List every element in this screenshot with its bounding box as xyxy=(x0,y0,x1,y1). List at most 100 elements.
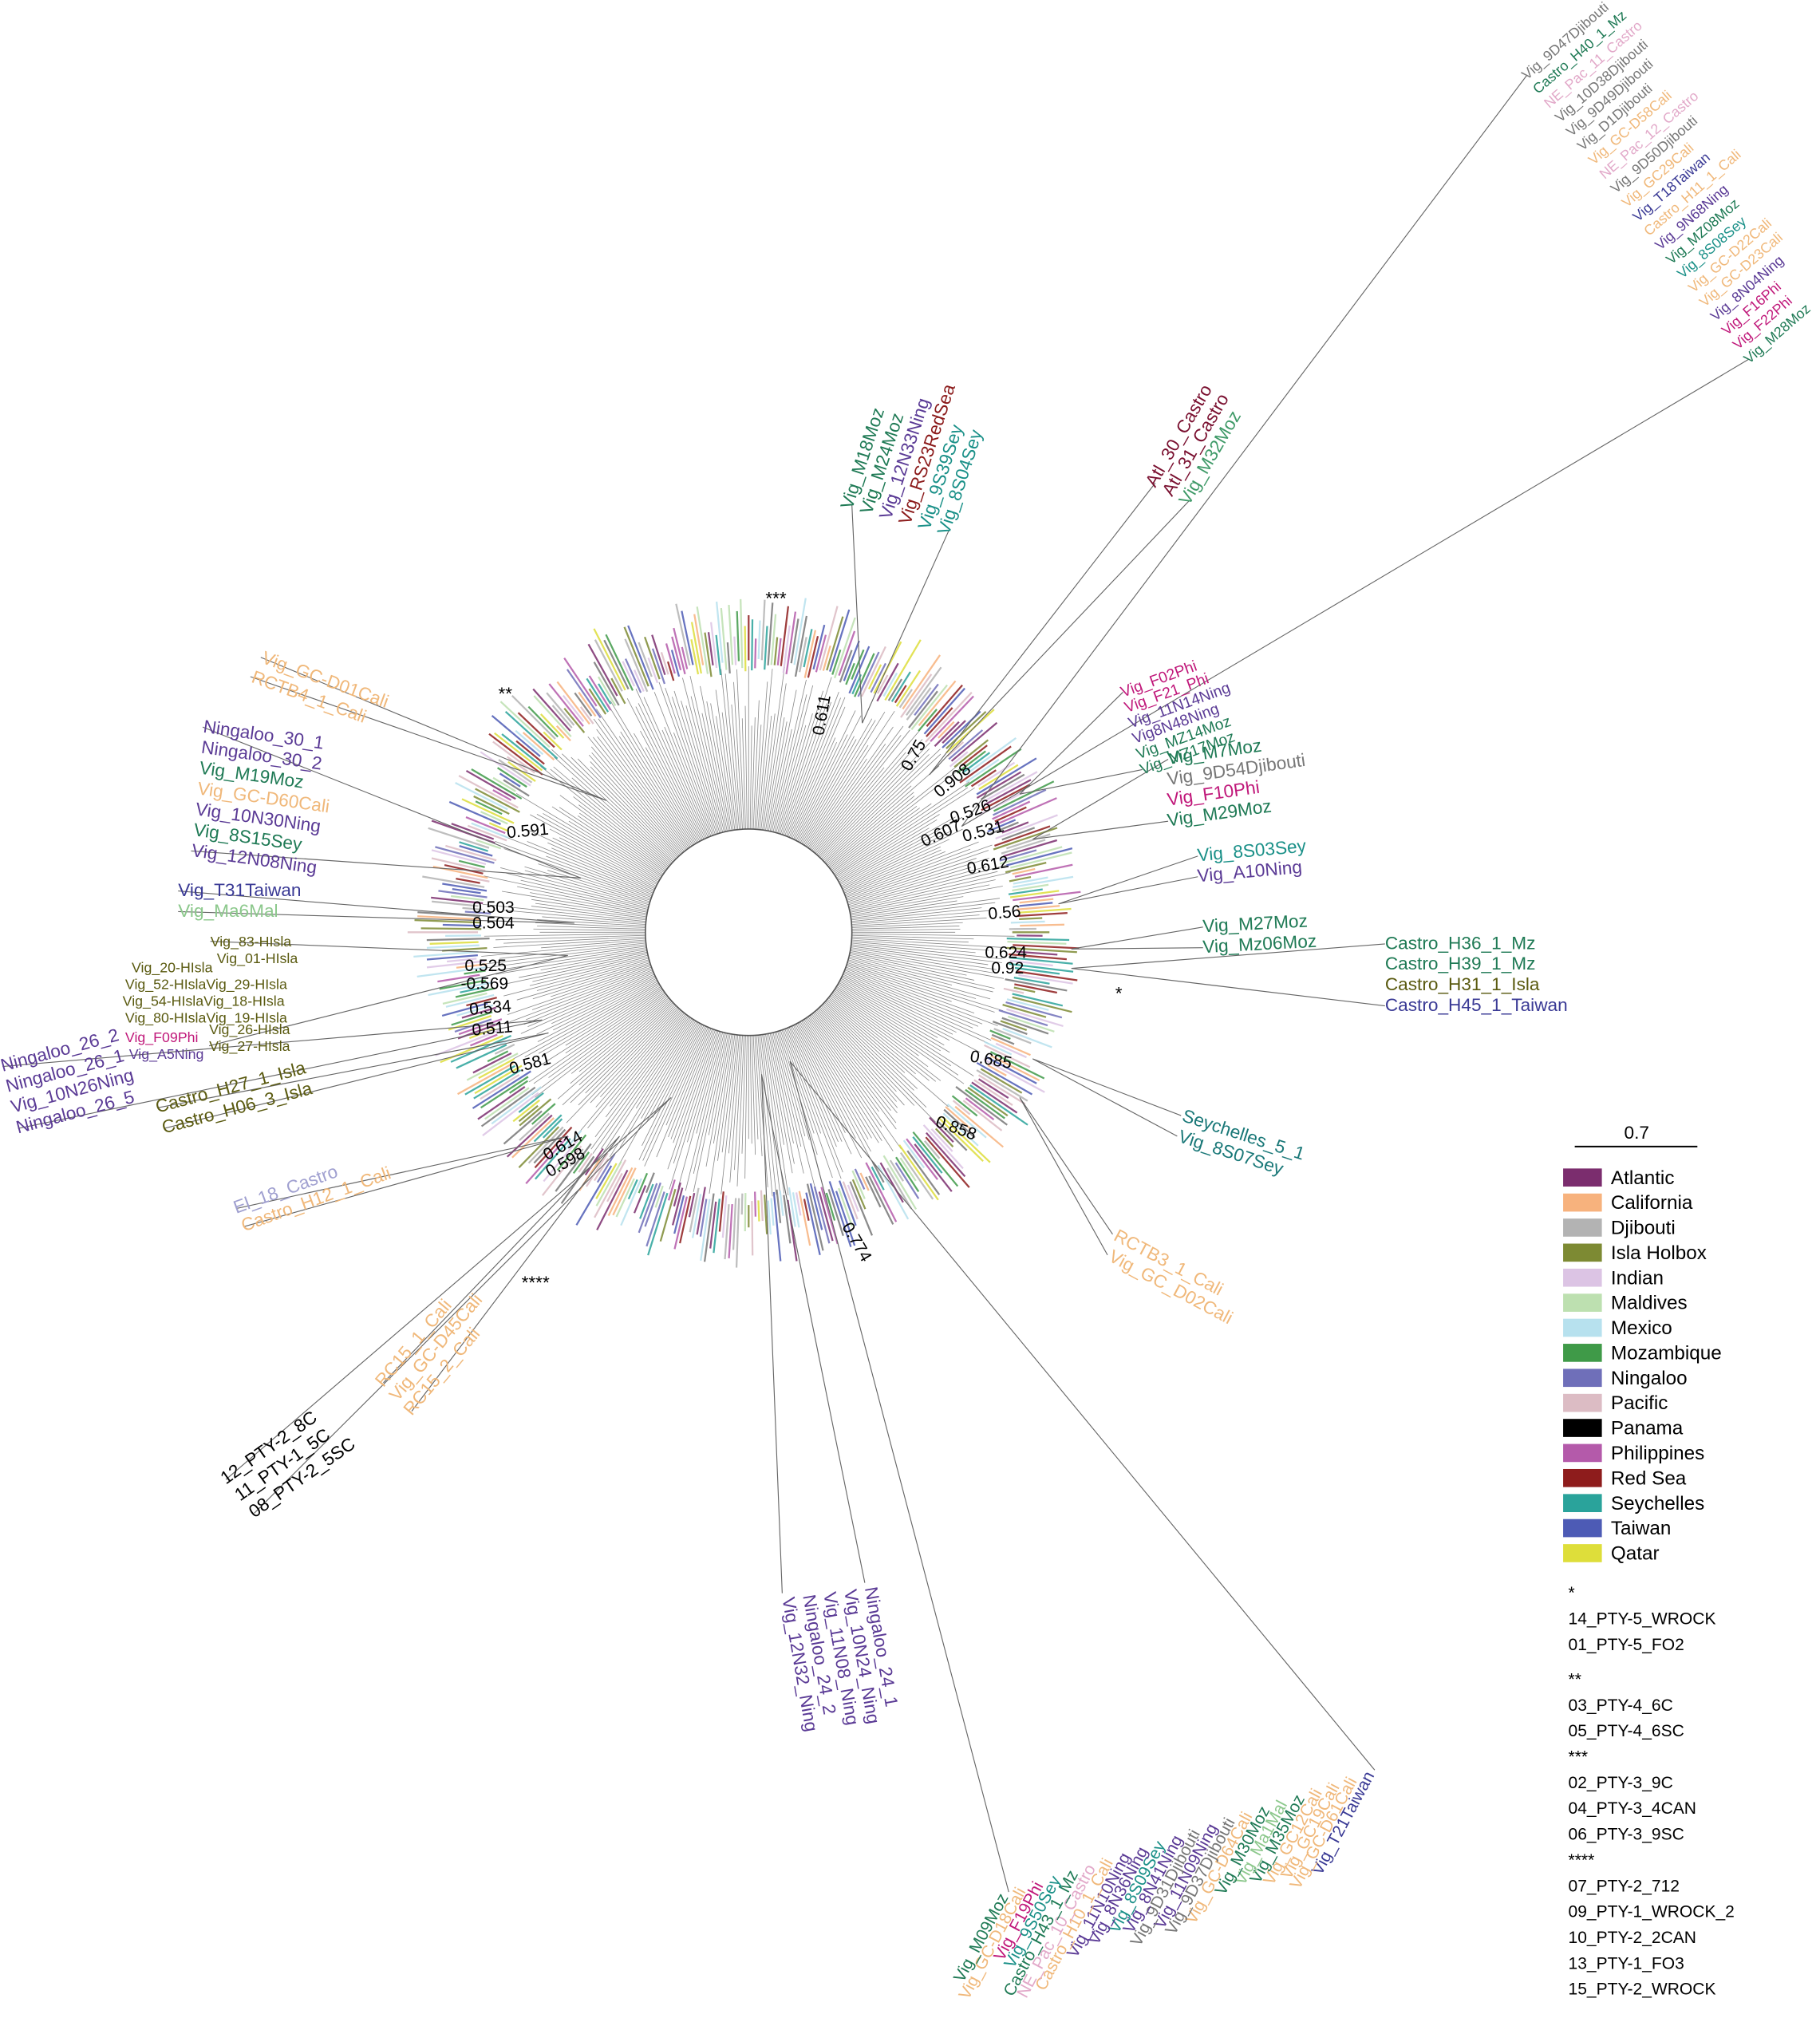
tip-cluster xyxy=(533,1114,563,1143)
tip-cluster xyxy=(898,689,913,709)
tip-cluster xyxy=(902,654,942,710)
tip-cluster xyxy=(624,658,642,693)
legend-label: Atlantic xyxy=(1611,1167,1675,1189)
tip-cluster xyxy=(744,1193,747,1232)
support-value: 0.504 xyxy=(472,914,515,932)
tip-cluster xyxy=(598,683,612,705)
tip-cluster xyxy=(946,741,965,757)
legend-swatch xyxy=(1563,1468,1602,1487)
tip-cluster xyxy=(578,691,597,717)
note-item: 01_PTY-5_FO2 xyxy=(1569,1636,1684,1654)
clade-link xyxy=(208,941,568,1047)
tip-cluster xyxy=(667,1179,676,1201)
tip-cluster xyxy=(995,1042,1027,1059)
tip-cluster xyxy=(950,721,998,762)
tip-cluster xyxy=(512,1099,541,1123)
legend-swatch xyxy=(1563,1318,1602,1337)
tip-cluster xyxy=(464,1064,516,1096)
note-item: 10_PTY-2_2CAN xyxy=(1569,1929,1696,1947)
tip-cluster xyxy=(673,1182,681,1206)
tip-cluster xyxy=(865,1162,898,1222)
tip-cluster xyxy=(806,1183,824,1251)
taxon-label: Castro_H31_1_Isla xyxy=(1385,974,1540,994)
tip-cluster xyxy=(709,1201,717,1249)
clade-link xyxy=(929,483,1190,776)
tip-cluster xyxy=(1014,966,1060,975)
taxon-label: Vig_80-HIslaVig_19-HIsla xyxy=(125,1010,287,1027)
tip-cluster xyxy=(605,634,634,691)
tip-cluster xyxy=(899,1157,917,1182)
tip-cluster xyxy=(1003,987,1024,994)
tip-cluster xyxy=(458,775,519,809)
tip-cluster xyxy=(681,646,689,669)
clade-marker: * xyxy=(1115,983,1123,1003)
tip-cluster xyxy=(620,1178,642,1226)
tip-cluster xyxy=(876,674,889,694)
tip-cluster xyxy=(908,690,938,729)
tip-cluster xyxy=(522,732,555,761)
tip-cluster xyxy=(805,1192,821,1255)
tip-cluster xyxy=(799,637,807,673)
tip-cluster xyxy=(976,1069,1028,1102)
tip-cluster xyxy=(992,788,1047,816)
taxon-label: Castro_H36_1_Mz xyxy=(1385,933,1536,953)
tip-cluster xyxy=(992,1021,1028,1035)
tip-cluster xyxy=(565,1130,582,1150)
tip-cluster xyxy=(1002,1004,1047,1018)
tip-cluster xyxy=(981,773,1025,800)
tip-cluster xyxy=(965,748,1022,788)
tip-cluster xyxy=(987,819,1017,833)
tip-cluster xyxy=(470,1033,498,1047)
tip-cluster xyxy=(651,648,666,685)
support-value: 0.611 xyxy=(809,693,835,737)
legend-swatch xyxy=(1563,1193,1602,1212)
tip-cluster xyxy=(527,1126,564,1164)
tip-cluster xyxy=(965,737,1017,775)
tip-cluster xyxy=(815,634,827,673)
taxon-label: Vig_01-HIsla xyxy=(217,950,298,967)
tip-cluster xyxy=(531,1103,556,1125)
tip-cluster xyxy=(1007,1015,1055,1033)
tip-cluster xyxy=(594,1159,627,1218)
tip-cluster xyxy=(882,672,898,697)
tip-cluster xyxy=(860,646,886,697)
note-item: 15_PTY-2_WROCK xyxy=(1569,1981,1716,1999)
tip-cluster xyxy=(584,1147,604,1176)
clade-link xyxy=(1019,692,1143,795)
tip-cluster xyxy=(491,715,541,757)
tip-cluster xyxy=(670,650,681,677)
tip-cluster xyxy=(971,1081,1018,1114)
tip-cluster xyxy=(959,745,1012,784)
note-marker: *** xyxy=(1569,1748,1589,1767)
tip-cluster xyxy=(956,750,986,774)
tip-cluster xyxy=(993,1028,1032,1045)
tip-cluster xyxy=(967,1087,1009,1117)
tip-cluster xyxy=(732,1198,737,1250)
clade-marker: **** xyxy=(522,1273,550,1293)
tip-cluster xyxy=(472,1070,531,1109)
tip-cluster xyxy=(1020,923,1065,927)
tip-cluster xyxy=(462,906,483,911)
tip-cluster xyxy=(807,635,819,678)
tip-cluster xyxy=(724,1204,730,1260)
tip-cluster xyxy=(946,710,987,749)
tip-cluster xyxy=(970,769,997,788)
tip-cluster xyxy=(707,632,714,665)
tip-cluster xyxy=(849,1181,874,1236)
tip-cluster xyxy=(848,646,871,694)
note-marker: **** xyxy=(1569,1851,1595,1870)
tip-cluster xyxy=(456,963,487,969)
tip-cluster xyxy=(989,821,1019,835)
tip-cluster xyxy=(1009,956,1073,965)
tip-cluster xyxy=(1013,875,1074,888)
tip-cluster xyxy=(990,1054,1040,1081)
tip-cluster xyxy=(1019,902,1053,907)
tip-cluster xyxy=(1005,1001,1063,1019)
tip-cluster xyxy=(1009,962,1074,973)
tip-cluster xyxy=(681,610,694,665)
tip-cluster xyxy=(851,1170,866,1199)
tip-cluster xyxy=(900,673,933,718)
tip-cluster xyxy=(843,640,860,681)
tip-cluster xyxy=(503,779,530,797)
tip-cluster xyxy=(754,1191,757,1217)
